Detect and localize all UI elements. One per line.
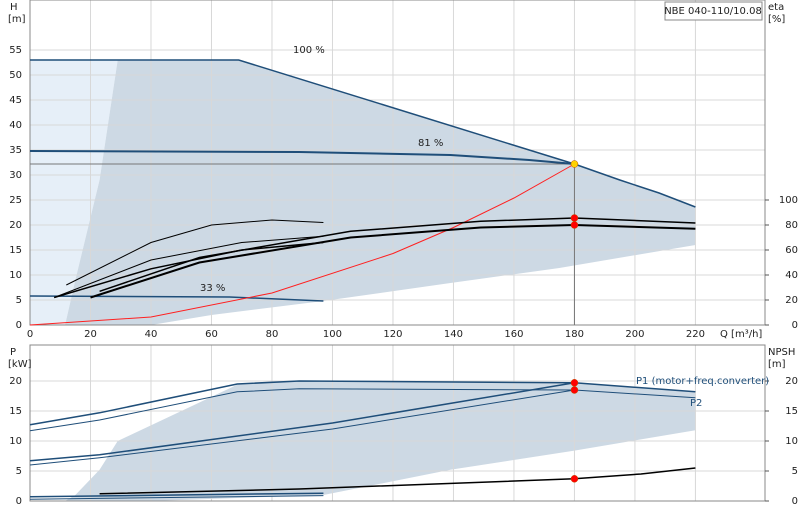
y-tick-label: 30 [9, 170, 22, 181]
curve-label: P2 [690, 398, 702, 409]
y2-axis-unit: [m] [768, 359, 786, 370]
y2-tick-label: 60 [785, 245, 798, 256]
x-tick-label: 60 [205, 329, 218, 340]
curve [29, 380, 696, 426]
y-tick-label: 5 [16, 295, 22, 306]
y-axis-title: P [10, 347, 16, 358]
curve-label: P1 (motor+freq.converter) [636, 376, 769, 387]
y-tick-label: 20 [9, 220, 22, 231]
operating-point [570, 214, 579, 222]
curve [29, 389, 575, 466]
curve [29, 382, 575, 462]
curve [53, 241, 324, 299]
curve [29, 388, 696, 432]
y2-tick-label: 20 [785, 376, 798, 387]
y2-tick-label: 80 [785, 220, 798, 231]
y-tick-label: 50 [9, 70, 22, 81]
curve-label: 33 % [200, 283, 225, 294]
curve [29, 163, 575, 326]
y-tick-label: 40 [9, 120, 22, 131]
x-tick-label: 80 [266, 329, 279, 340]
y-tick-label: 5 [16, 466, 22, 477]
curve [30, 59, 696, 208]
x-tick-label: 140 [444, 329, 463, 340]
x-tick-label: 160 [504, 329, 523, 340]
y-axis-title: H [10, 2, 18, 13]
x-tick-label: 220 [686, 329, 705, 340]
y-tick-label: 45 [9, 95, 22, 106]
y2-tick-label: 5 [792, 466, 798, 477]
operating-area [30, 60, 118, 325]
x-axis-label: Q [m³/h] [720, 329, 762, 340]
curve [99, 217, 696, 293]
y-axis-unit: [kW] [8, 359, 32, 370]
y2-axis-title: NPSH [768, 347, 795, 358]
y-axis-unit: [m] [8, 14, 26, 25]
curve [29, 495, 324, 500]
curve [29, 492, 324, 498]
curve-label: 81 % [418, 138, 443, 149]
curve [54, 235, 324, 298]
y-tick-label: 0 [16, 496, 22, 507]
x-tick-label: 20 [84, 329, 97, 340]
curve [90, 223, 696, 299]
x-tick-label: 200 [625, 329, 644, 340]
x-tick-label: 120 [383, 329, 402, 340]
plot-frame [29, 344, 766, 502]
y2-tick-label: 15 [785, 406, 798, 417]
y2-axis-unit: [%] [768, 14, 785, 25]
x-tick-label: 0 [27, 329, 33, 340]
operating-point [570, 160, 579, 168]
y2-tick-label: 40 [785, 270, 798, 281]
y-tick-label: 35 [9, 145, 22, 156]
y2-axis-title: eta [768, 2, 784, 13]
operating-point [570, 379, 579, 387]
y2-tick-label: 20 [785, 295, 798, 306]
operating-point [570, 386, 579, 394]
operating-point [570, 475, 579, 483]
y-tick-label: 15 [9, 406, 22, 417]
y2-tick-label: 100 [779, 195, 798, 206]
x-tick-label: 40 [145, 329, 158, 340]
x-tick-label: 100 [323, 329, 342, 340]
model-box [664, 1, 763, 21]
y2-tick-label: 10 [785, 436, 798, 447]
plot-frame [29, 0, 766, 326]
operating-point [570, 221, 579, 229]
curve [29, 150, 575, 165]
curve-label: 100 % [293, 45, 325, 56]
y-tick-label: 20 [9, 376, 22, 387]
x-tick-label: 180 [565, 329, 584, 340]
y-tick-label: 10 [9, 436, 22, 447]
y-tick-label: 25 [9, 195, 22, 206]
curve [66, 219, 324, 286]
y-tick-label: 15 [9, 245, 22, 256]
y-tick-label: 0 [16, 320, 22, 331]
y-tick-label: 55 [9, 45, 22, 56]
model-label: NBE 040-110/10.08 [664, 6, 762, 17]
y2-tick-label: 0 [792, 496, 798, 507]
y-tick-label: 10 [9, 270, 22, 281]
y2-tick-label: 0 [792, 320, 798, 331]
